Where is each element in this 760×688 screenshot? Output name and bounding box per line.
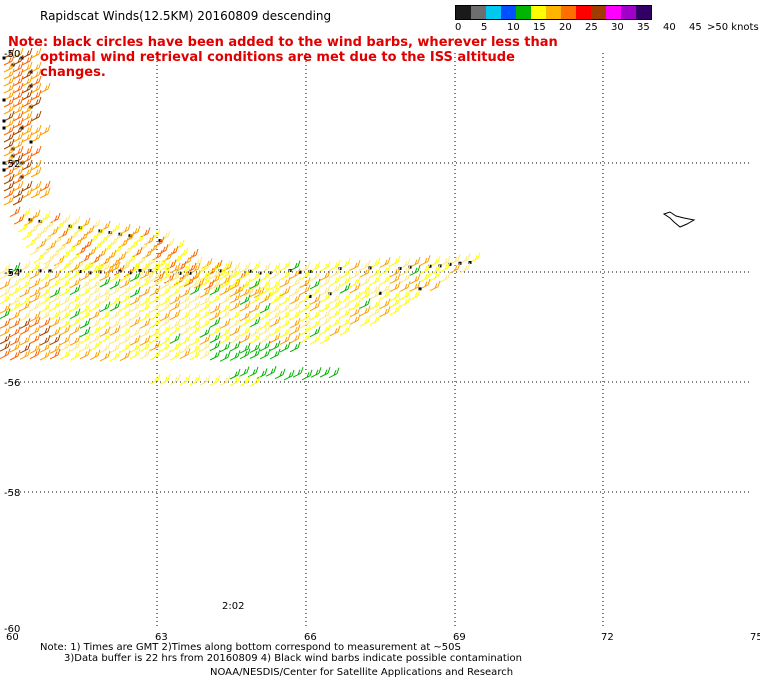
legend-tick: 0: [455, 22, 462, 33]
footer-credit: NOAA/NESDIS/Center for Satellite Applica…: [210, 667, 514, 678]
legend-swatch: [471, 6, 486, 19]
coastline: [662, 211, 696, 228]
legend-swatch: [456, 6, 471, 19]
legend-tick: 10: [507, 22, 520, 33]
warning-note-line-2: optimal wind retrieval conditions are me…: [40, 50, 515, 80]
latitude-label: -50: [4, 49, 20, 60]
axis-labels: 60 63 66 69 72 75 -50 -52 -54 -56 -58 -60: [4, 49, 760, 643]
legend-swatch: [621, 6, 636, 19]
legend-swatch: [516, 6, 531, 19]
swath-time-label: 2:02: [222, 601, 244, 612]
legend-swatch: [546, 6, 561, 19]
latitude-label: -58: [4, 488, 20, 499]
latitude-label: -56: [4, 378, 20, 389]
footer-note-2: 3)Data buffer is 22 hrs from 20160809 4)…: [64, 653, 522, 664]
legend-swatch: [591, 6, 606, 19]
longitude-label: 69: [453, 632, 466, 643]
latitude-label: -52: [4, 159, 20, 170]
legend-swatch: [576, 6, 591, 19]
legend-tick: 40: [663, 22, 676, 33]
legend-swatch: [606, 6, 621, 19]
legend-color-bar: [455, 5, 652, 20]
longitude-label: 60: [6, 632, 19, 643]
wind-barbs: [0, 47, 481, 387]
warning-note-line-1: Note: black circles have been added to t…: [8, 35, 558, 50]
legend-tick: 5: [481, 22, 488, 33]
map-title: Rapidscat Winds(12.5KM) 20160809 descend…: [40, 9, 332, 23]
legend-swatch: [636, 6, 651, 19]
warning-note: Note: black circles have been added to t…: [8, 35, 568, 80]
legend-tick-labels: 0 5 10 15 20 25 30 35 40 45 >50 knots: [455, 20, 759, 34]
legend-tick: 20: [559, 22, 572, 33]
longitude-label: 66: [304, 632, 317, 643]
legend-swatch: [501, 6, 516, 19]
graticule: [8, 53, 752, 628]
legend-tick: 25: [585, 22, 598, 33]
longitude-label: 72: [601, 632, 614, 643]
legend-swatch: [486, 6, 501, 19]
legend-tick: 15: [533, 22, 546, 33]
footer-note-1: Note: 1) Times are GMT 2)Times along bot…: [40, 642, 461, 653]
legend-swatch: [531, 6, 546, 19]
latitude-label: -60: [4, 624, 20, 635]
legend-tick: 45: [689, 22, 702, 33]
legend-tick: 30: [611, 22, 624, 33]
legend-swatch: [561, 6, 576, 19]
wind-speed-legend: 0 5 10 15 20 25 30 35 40 45 >50 knots: [455, 5, 759, 34]
longitude-label: 63: [155, 632, 168, 643]
longitude-label: 75: [750, 632, 760, 643]
latitude-label: -54: [4, 268, 20, 279]
legend-tick: 35: [637, 22, 650, 33]
legend-unit: >50 knots: [707, 22, 759, 33]
